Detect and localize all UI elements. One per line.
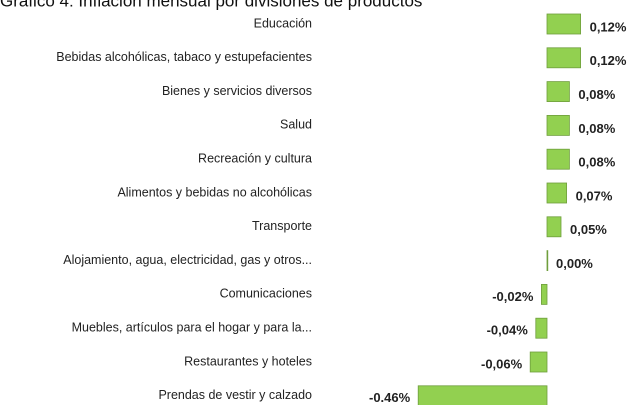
category-label: Recreación y cultura — [198, 151, 312, 165]
chart-title: Gráfico 4: Inflación mensual por divisio… — [0, 0, 422, 10]
value-label: 0,00% — [556, 256, 593, 271]
category-label: Transporte — [252, 219, 312, 233]
category-label: Prendas de vestir y calzado — [158, 388, 312, 402]
category-label: Alimentos y bebidas no alcohólicas — [117, 185, 312, 199]
category-label: Alojamiento, agua, electricidad, gas y o… — [63, 253, 312, 267]
bar — [529, 351, 548, 373]
bar — [546, 182, 568, 204]
category-label: Muebles, artículos para el hogar y para … — [72, 320, 312, 334]
bar — [546, 148, 570, 170]
bar — [546, 13, 581, 35]
bar — [546, 81, 570, 102]
bar — [535, 317, 548, 339]
category-label: Bebidas alcohólicas, tabaco y estupefaci… — [56, 50, 312, 64]
category-label: Educación — [254, 16, 312, 30]
value-label: -0,02% — [492, 289, 534, 304]
value-label: -0.46% — [369, 390, 411, 405]
category-label: Salud — [280, 118, 312, 132]
bar — [546, 250, 549, 272]
value-label: -0,06% — [481, 356, 523, 371]
bar — [546, 47, 581, 69]
value-label: 0,08% — [578, 87, 615, 102]
value-label: 0,12% — [590, 19, 627, 34]
category-label: Restaurantes y hoteles — [184, 354, 312, 368]
category-label: Bienes y servicios diversos — [162, 84, 312, 98]
value-label: 0,07% — [576, 188, 613, 203]
value-label: 0,08% — [578, 121, 615, 136]
bar — [417, 385, 548, 405]
bar — [546, 115, 570, 136]
value-label: 0,12% — [590, 53, 627, 68]
bar — [546, 216, 562, 238]
value-label: -0,04% — [487, 323, 529, 338]
category-label: Comunicaciones — [220, 287, 312, 301]
bar — [541, 283, 548, 305]
value-label: 0,08% — [578, 155, 615, 170]
value-label: 0,05% — [570, 222, 607, 237]
